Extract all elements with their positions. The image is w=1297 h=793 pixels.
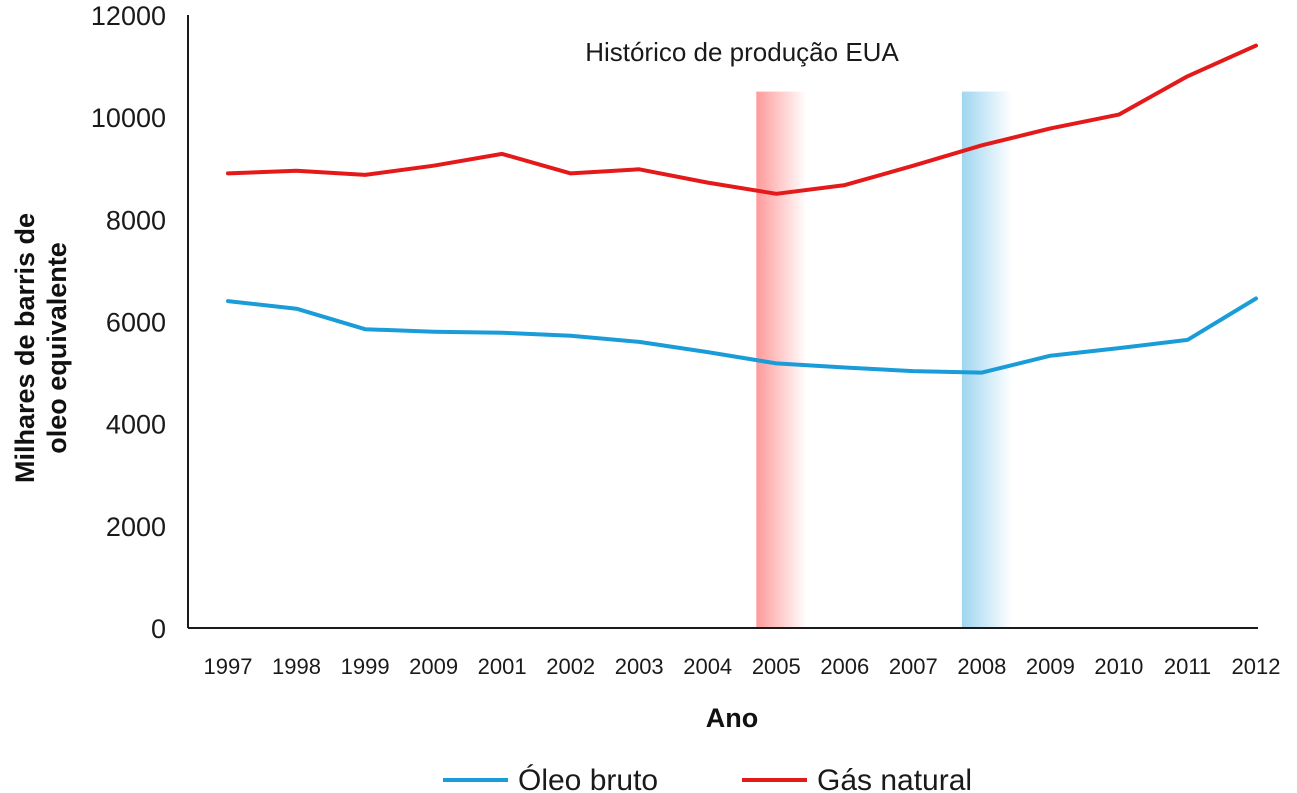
y-axis-title-line-2: oleo equivalente: [42, 242, 72, 454]
x-tick-label-6: 2003: [615, 654, 664, 679]
y-tick-labels: 0 2000 4000 6000 8000 10000 12000: [91, 1, 166, 644]
y-axis-title: Milhares de barris de oleo equivalente: [10, 213, 72, 483]
y-tick-label-2000: 2000: [106, 512, 166, 542]
x-tick-label-11: 2008: [957, 654, 1006, 679]
y-tick-label-10000: 10000: [91, 103, 166, 133]
x-tick-label-14: 2011: [1164, 654, 1211, 679]
series-line-oleo-bruto: [226, 296, 1258, 375]
series-lines: [226, 43, 1258, 375]
x-tick-label-7: 2004: [683, 654, 732, 679]
x-tick-label-5: 2002: [546, 654, 595, 679]
axes: [187, 15, 1258, 629]
x-axis-title: Ano: [706, 703, 758, 733]
highlight-band-2008: [961, 91, 1012, 629]
y-tick-label-4000: 4000: [106, 410, 166, 440]
y-tick-label-12000: 12000: [91, 1, 166, 31]
y-tick-label-6000: 6000: [106, 308, 166, 338]
x-tick-label-15: 2012: [1232, 654, 1281, 679]
chart-title: Histórico de produção EUA: [585, 37, 899, 67]
series-line-gas-natural: [226, 43, 1258, 196]
y-tick-label-8000: 8000: [106, 205, 166, 235]
y-tick-label-0: 0: [151, 614, 166, 644]
x-tick-label-0: 1997: [204, 654, 253, 679]
highlight-bands: [756, 91, 1012, 629]
legend-label-gas-natural: Gás natural: [817, 764, 972, 793]
legend-label-oleo-bruto: Óleo bruto: [518, 764, 658, 793]
x-tick-label-12: 2009: [1026, 654, 1075, 679]
x-tick-label-1: 1998: [272, 654, 321, 679]
x-tick-label-9: 2006: [820, 654, 869, 679]
y-axis-title-line-1: Milhares de barris de: [10, 213, 40, 483]
x-tick-labels: 1997 1998 1999 2009 2001 2002 2003 2004 2005 2006…: [204, 654, 1281, 679]
legend: Óleo bruto Gás natural: [443, 764, 972, 793]
x-tick-label-13: 2010: [1094, 654, 1143, 679]
x-tick-label-4: 2001: [478, 654, 527, 679]
x-tick-label-10: 2007: [889, 654, 938, 679]
x-tick-label-2: 1999: [341, 654, 390, 679]
x-tick-label-8: 2005: [752, 654, 801, 679]
x-tick-label-3: 2009: [409, 654, 458, 679]
